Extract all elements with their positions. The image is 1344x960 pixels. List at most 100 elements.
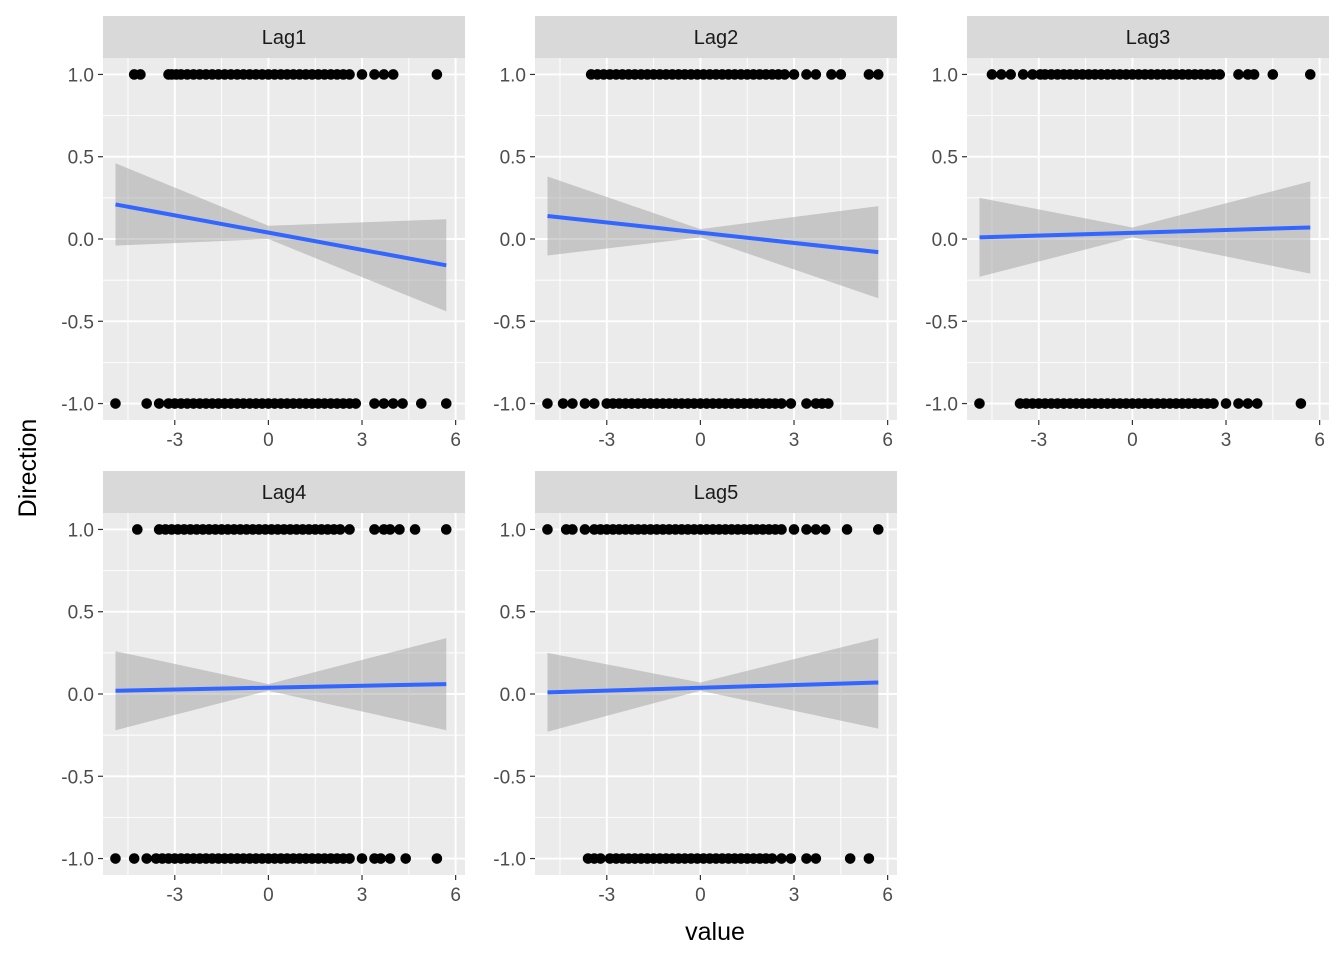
data-point [776, 398, 787, 409]
x-tick-label: 0 [695, 430, 706, 451]
facet-strip [535, 16, 897, 58]
data-point [356, 69, 368, 80]
y-axis-title: Direction [14, 419, 42, 518]
data-point [588, 398, 600, 409]
confidence-ribbon [115, 163, 447, 312]
data-point [841, 524, 853, 535]
y-tick-label: 0.0 [500, 230, 526, 251]
data-point [801, 853, 812, 864]
x-tick-label: 0 [263, 885, 274, 906]
data-point [431, 69, 443, 80]
data-point [567, 524, 578, 535]
data-point [986, 69, 998, 80]
y-tick-label: -0.5 [61, 312, 94, 333]
y-tick-label: -1.0 [493, 395, 526, 416]
data-point [369, 69, 380, 80]
data-point [785, 853, 797, 864]
data-point [416, 398, 427, 409]
data-point [344, 524, 355, 535]
y-tick-label: 0.0 [932, 230, 958, 251]
data-point [387, 398, 399, 409]
data-point [1027, 69, 1038, 80]
data-point [766, 853, 778, 864]
data-point [135, 69, 146, 80]
facet-panel-lag1: Lag1 -1.0 -0.5 0.0 0.5 1.0 -3 0 3 6 [61, 16, 465, 451]
confidence-ribbon [979, 181, 1311, 277]
x-tick-label: 3 [357, 430, 368, 451]
y-tick-label: 0.5 [500, 603, 526, 624]
data-point [872, 69, 884, 80]
y-tick-label: 1.0 [932, 65, 958, 86]
data-point [431, 853, 443, 864]
data-point [1005, 69, 1016, 80]
data-point [440, 524, 452, 535]
data-point [1214, 69, 1226, 80]
y-tick-label: 1.0 [68, 520, 94, 541]
y-tick-label: -0.5 [493, 767, 526, 788]
confidence-ribbon [115, 638, 447, 731]
facet-panel-lag5: Lag5 -1.0 -0.5 0.0 0.5 1.0 -3 0 3 6 [493, 471, 897, 906]
y-tick-label: -1.0 [61, 850, 94, 871]
data-point [579, 398, 591, 409]
data-point [542, 398, 553, 409]
data-point [394, 524, 405, 535]
x-tick-label: 3 [1221, 430, 1232, 451]
data-point [384, 853, 396, 864]
data-point [1017, 69, 1029, 80]
facet-strip [535, 471, 897, 513]
data-point [810, 853, 822, 864]
facet-panel-lag4: Lag4 -1.0 -0.5 0.0 0.5 1.0 -3 0 3 6 [61, 471, 465, 906]
data-point [1233, 398, 1244, 409]
data-point [110, 853, 121, 864]
data-point [801, 524, 812, 535]
y-tick-label: -0.5 [493, 312, 526, 333]
regression-fit-line [547, 213, 879, 255]
data-point [334, 524, 346, 535]
regression-fit-line [115, 682, 447, 693]
confidence-ribbon [547, 638, 879, 732]
x-tick-label: 3 [357, 885, 368, 906]
data-point [141, 853, 152, 864]
y-tick-label: 0.5 [932, 148, 958, 169]
regression-fit-line [979, 225, 1311, 240]
data-point [1220, 398, 1232, 409]
data-point [779, 69, 790, 80]
data-point [1248, 69, 1260, 80]
data-point [785, 398, 797, 409]
x-tick-label: -3 [1030, 430, 1047, 451]
data-point [801, 69, 812, 80]
x-tick-label: -3 [598, 430, 615, 451]
x-tick-label: 3 [789, 885, 800, 906]
y-tick-label: 1.0 [500, 65, 526, 86]
data-point [153, 398, 165, 409]
data-point [378, 398, 390, 409]
x-tick-label: 6 [882, 430, 893, 451]
data-point [823, 398, 834, 409]
facet-strip-label: Lag1 [262, 27, 307, 49]
y-tick-label: -0.5 [925, 312, 958, 333]
data-point [872, 524, 884, 535]
y-tick-label: 0.0 [500, 685, 526, 706]
x-tick-label: 0 [695, 885, 706, 906]
data-point [1267, 69, 1279, 80]
data-point [835, 69, 847, 80]
data-point [810, 69, 822, 80]
data-point [567, 398, 578, 409]
facet-panel-lag2: Lag2 -1.0 -0.5 0.0 0.5 1.0 -3 0 3 6 [493, 16, 897, 451]
data-point [356, 853, 368, 864]
data-point [579, 524, 591, 535]
data-point [384, 524, 396, 535]
data-point [110, 398, 121, 409]
data-point [826, 69, 837, 80]
data-point [1208, 398, 1219, 409]
y-tick-label: 0.0 [68, 230, 94, 251]
data-point [409, 524, 421, 535]
x-tick-label: -3 [166, 430, 183, 451]
data-point [542, 524, 553, 535]
data-point [1304, 69, 1316, 80]
data-point [400, 853, 412, 864]
y-tick-label: -1.0 [61, 395, 94, 416]
data-point [557, 398, 569, 409]
x-axis-title: value [685, 918, 745, 946]
